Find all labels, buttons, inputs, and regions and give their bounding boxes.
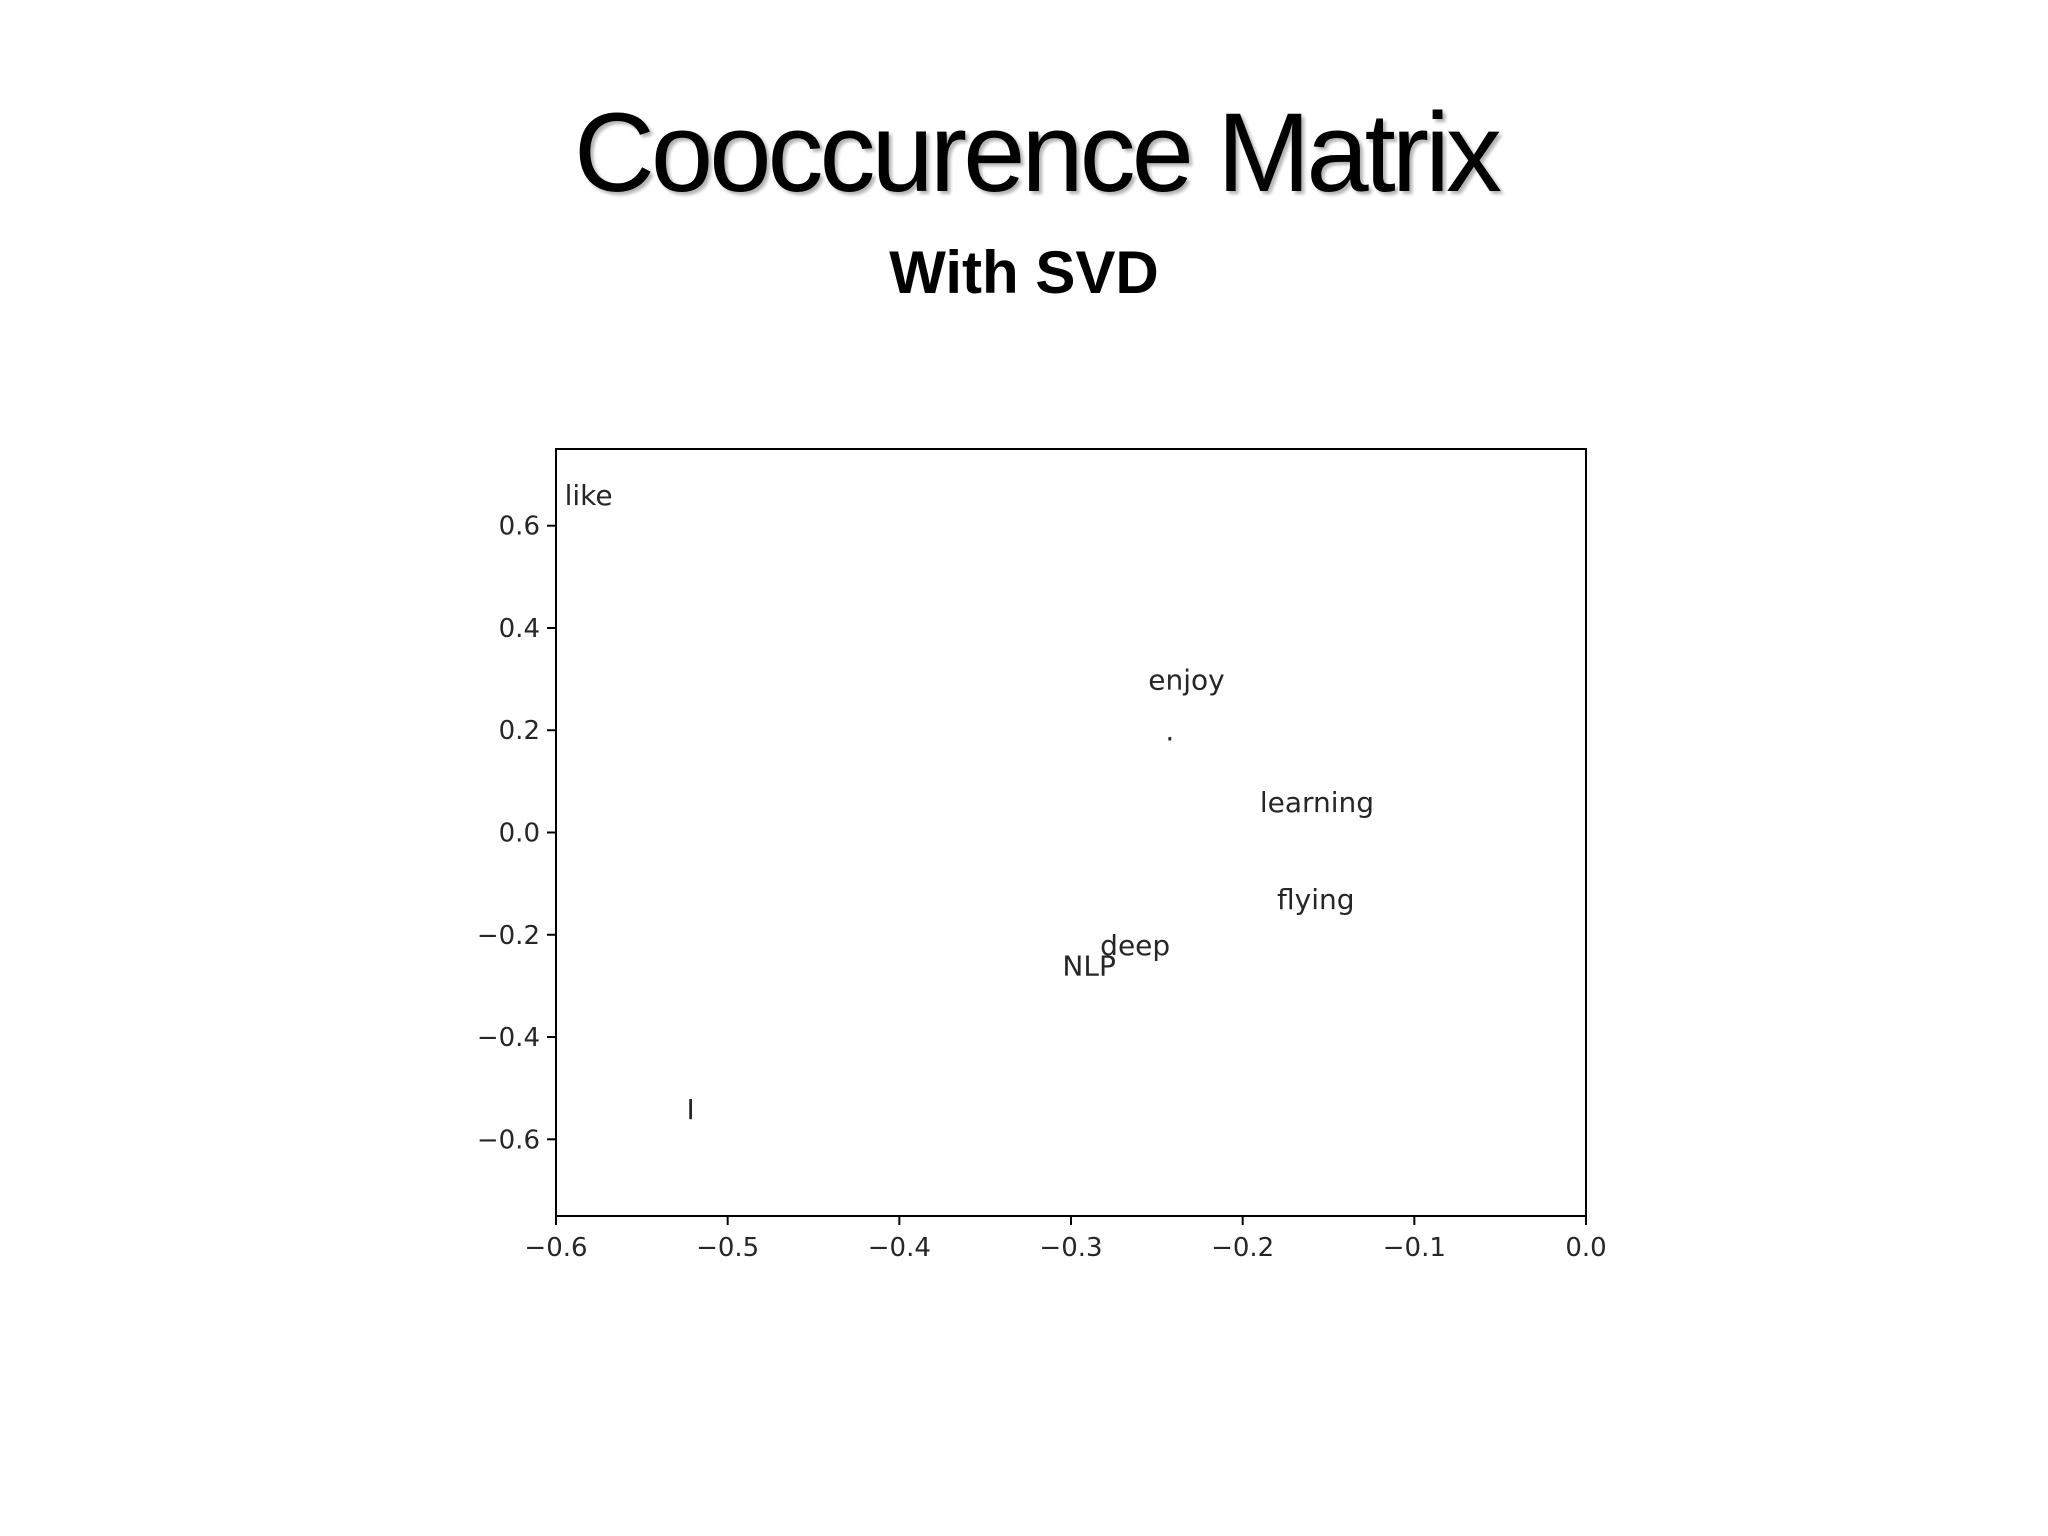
slide-subtitle: With SVD: [889, 239, 1159, 306]
word-point-deep: deep: [1100, 929, 1170, 962]
x-tick-label: −0.5: [696, 1233, 759, 1263]
y-axis: 0.6 0.4 0.2 0.0 −0.2 −0.4 −0.6: [477, 512, 556, 1155]
word-point-enjoy: enjoy: [1148, 663, 1224, 696]
x-tick-label: −0.1: [1383, 1233, 1446, 1263]
word-point-like: like: [565, 479, 613, 512]
word-point-nlp: NLP: [1062, 950, 1115, 983]
word-point-i: I: [686, 1093, 694, 1126]
y-tick-label: −0.6: [477, 1125, 540, 1155]
plot-frame: [555, 448, 1587, 1217]
y-tick-label: 0.4: [499, 614, 540, 644]
y-tick-label: 0.0: [499, 819, 540, 849]
x-axis: −0.6 −0.5 −0.4 −0.3 −0.2 −0.1 0.0: [524, 1216, 1607, 1263]
word-point-learning: learning: [1260, 786, 1374, 819]
word-point-flying: flying: [1277, 883, 1355, 916]
x-tick-label: −0.6: [524, 1233, 587, 1263]
y-tick-label: −0.4: [477, 1023, 540, 1053]
y-tick-label: 0.2: [499, 716, 540, 746]
slide-title: Cooccurence Matrix: [574, 90, 1502, 215]
x-tick-label: −0.3: [1039, 1233, 1102, 1263]
x-tick-label: 0.0: [1565, 1233, 1606, 1263]
word-point-period: .: [1165, 714, 1174, 747]
y-tick-label: −0.2: [477, 921, 540, 951]
x-tick-label: −0.4: [868, 1233, 931, 1263]
x-tick-label: −0.2: [1211, 1233, 1274, 1263]
y-tick-label: 0.6: [499, 512, 540, 542]
